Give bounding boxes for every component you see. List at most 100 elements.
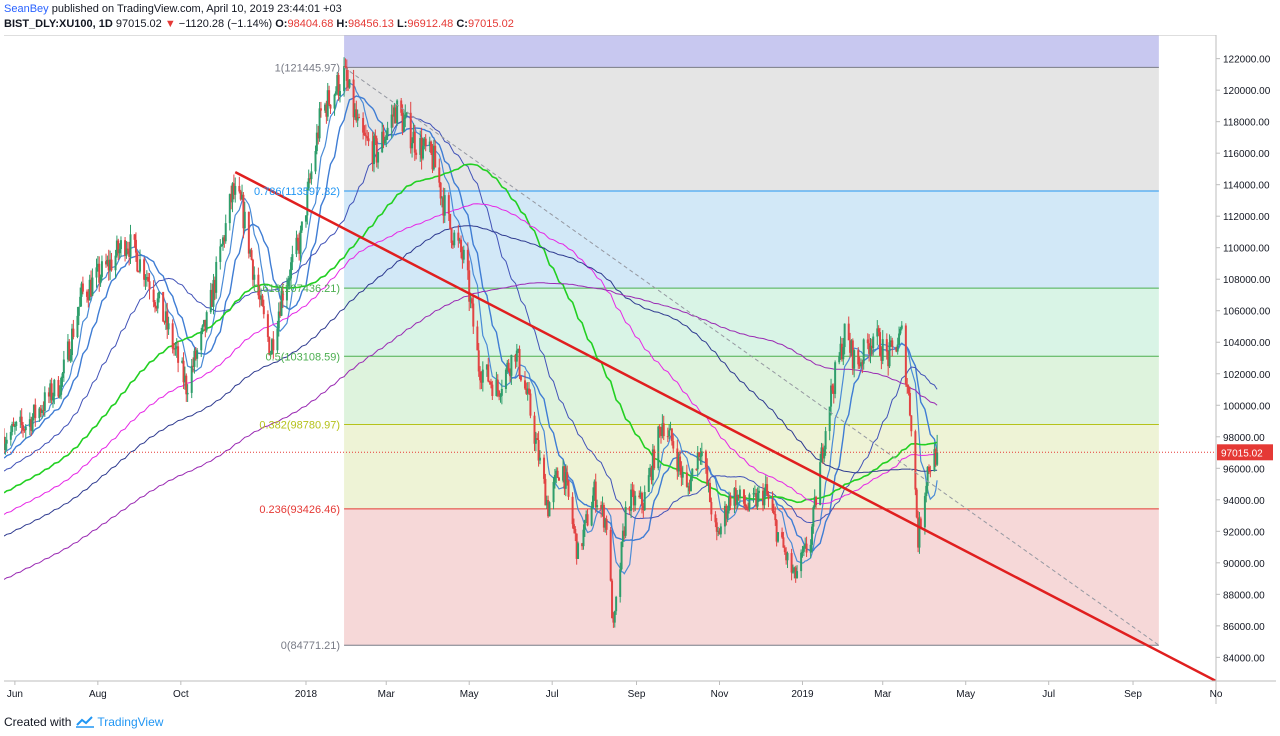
candle-body bbox=[201, 325, 204, 332]
candle bbox=[745, 504, 748, 511]
candle bbox=[700, 442, 703, 466]
candle-body bbox=[477, 350, 480, 372]
tradingview-brand[interactable]: TradingView bbox=[97, 715, 164, 729]
candle bbox=[185, 373, 188, 402]
candle bbox=[557, 476, 560, 481]
y-tick-label: 92000.00 bbox=[1223, 527, 1265, 538]
candle-body bbox=[90, 279, 93, 296]
price-chart[interactable]: 1(121445.97) 0.786(113597.32) 0.618(107436… bbox=[4, 34, 1276, 704]
candle bbox=[487, 357, 490, 383]
candle-body bbox=[906, 384, 909, 387]
candle bbox=[870, 338, 873, 357]
candle bbox=[72, 319, 75, 340]
candle-body bbox=[280, 290, 283, 316]
y-tick-label: 116000.00 bbox=[1223, 149, 1270, 160]
candle-body bbox=[763, 490, 766, 506]
candle-body bbox=[925, 485, 928, 497]
candle bbox=[650, 465, 653, 485]
candle-body bbox=[200, 331, 203, 351]
candle bbox=[879, 327, 882, 357]
candle-body bbox=[504, 369, 507, 389]
candle bbox=[139, 249, 142, 274]
candle-body bbox=[514, 354, 517, 362]
candle bbox=[582, 524, 585, 550]
candle-body bbox=[790, 553, 793, 573]
candle bbox=[900, 321, 903, 331]
x-tick-label: Jun bbox=[7, 689, 23, 700]
candle bbox=[22, 421, 25, 438]
candle bbox=[309, 173, 312, 184]
candle bbox=[129, 224, 132, 264]
candle-body bbox=[205, 312, 208, 331]
candle-body bbox=[9, 431, 12, 440]
candle-body bbox=[794, 567, 797, 579]
candle bbox=[477, 342, 480, 377]
candle bbox=[402, 110, 405, 132]
candle bbox=[649, 464, 652, 477]
candle-body bbox=[405, 112, 408, 115]
moving-average-line bbox=[4, 203, 938, 515]
candle-body bbox=[224, 223, 227, 242]
candle-body bbox=[319, 108, 322, 111]
candle bbox=[343, 57, 346, 97]
candle-body bbox=[318, 108, 321, 139]
candle bbox=[409, 101, 412, 154]
fib-level-label: 0(84771.21) bbox=[281, 640, 340, 652]
candle-body bbox=[681, 472, 684, 478]
candle-body bbox=[22, 425, 25, 430]
candle bbox=[374, 129, 377, 146]
candle bbox=[145, 270, 148, 287]
candle-body bbox=[487, 364, 490, 382]
candle-body bbox=[628, 506, 631, 511]
candle-body bbox=[343, 66, 346, 92]
candle bbox=[95, 258, 98, 288]
x-tick-label: Sep bbox=[1124, 689, 1142, 700]
candle-body bbox=[877, 328, 880, 333]
candle-body bbox=[125, 248, 128, 256]
candle bbox=[315, 124, 318, 155]
candle bbox=[564, 464, 567, 497]
candle bbox=[518, 345, 521, 380]
candle-body bbox=[661, 423, 664, 436]
candle-body bbox=[147, 277, 150, 282]
candle bbox=[495, 371, 498, 397]
candle-body bbox=[764, 484, 767, 491]
candle-body bbox=[934, 449, 937, 465]
candle bbox=[272, 331, 275, 359]
candle bbox=[205, 310, 208, 333]
candle bbox=[772, 503, 775, 515]
candle-body bbox=[24, 426, 27, 431]
candle bbox=[718, 528, 721, 535]
candle-body bbox=[738, 489, 741, 497]
candle bbox=[861, 359, 864, 374]
candle bbox=[382, 124, 385, 149]
candle bbox=[367, 132, 370, 147]
candle-body bbox=[472, 303, 475, 327]
candle-body bbox=[679, 456, 682, 468]
candle-body bbox=[753, 493, 756, 495]
candle-body bbox=[650, 467, 653, 481]
candle-body bbox=[718, 530, 721, 535]
candle-body bbox=[752, 493, 755, 495]
candle-body bbox=[872, 336, 875, 349]
chart-frame[interactable]: 1(121445.97) 0.786(113597.32) 0.618(107436… bbox=[4, 34, 1276, 704]
candle-body bbox=[847, 323, 850, 341]
moving-average-line bbox=[4, 82, 938, 575]
candle-body bbox=[377, 152, 380, 163]
candle bbox=[634, 491, 637, 512]
candle bbox=[934, 447, 937, 467]
candle-body bbox=[548, 502, 551, 517]
author-link[interactable]: SeanBey bbox=[4, 3, 49, 15]
candle bbox=[420, 127, 423, 170]
candle-body bbox=[20, 416, 23, 426]
candle-body bbox=[192, 365, 195, 367]
candle-body bbox=[742, 489, 745, 504]
candle bbox=[66, 334, 69, 363]
candle-body bbox=[288, 278, 291, 281]
candle-body bbox=[755, 493, 758, 507]
candle bbox=[562, 460, 565, 483]
candle-body bbox=[241, 194, 244, 200]
candle bbox=[392, 105, 395, 128]
candle-body bbox=[715, 522, 718, 532]
candle bbox=[186, 384, 189, 402]
